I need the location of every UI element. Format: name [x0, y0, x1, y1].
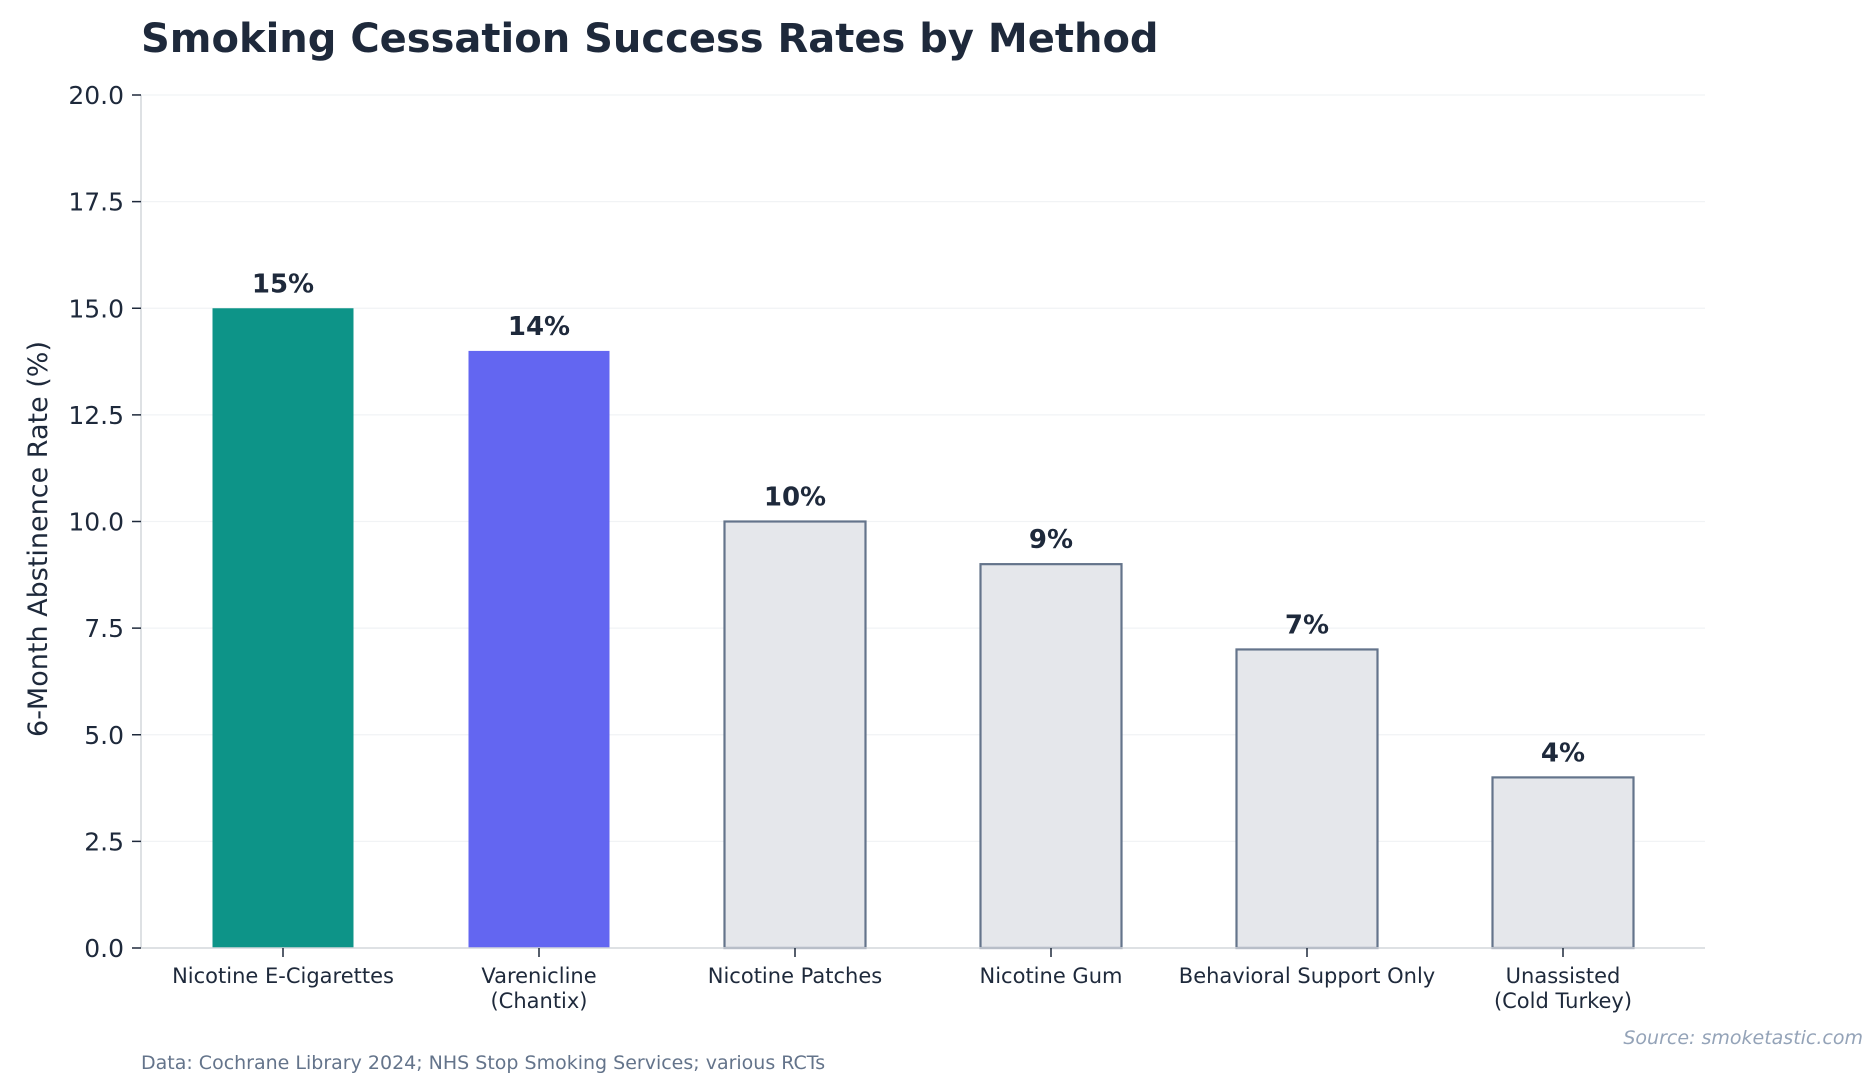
x-ticks: Nicotine E-Cigarettes Varenicline(Chantix… — [172, 948, 1632, 1013]
bar — [468, 350, 610, 948]
bar — [979, 563, 1123, 950]
source-credit: Source: smoketastic.com — [1623, 1027, 1863, 1049]
y-tick-label: 5.0 — [84, 721, 124, 750]
bar-value-label: 4% — [1541, 738, 1585, 768]
chart-title: Smoking Cessation Success Rates by Metho… — [141, 16, 1159, 62]
bar — [212, 308, 354, 948]
bar-value-label: 7% — [1285, 610, 1329, 640]
x-tick-label: Behavioral Support Only — [1179, 964, 1435, 988]
x-tick-label: Unassisted — [1506, 964, 1621, 988]
y-tick-label: 7.5 — [84, 614, 124, 643]
y-ticks: 0.0 2.5 5.0 7.5 10.0 12.5 15.0 17.5 20.0 — [68, 81, 141, 963]
bar — [723, 520, 867, 950]
x-tick-label: Varenicline — [481, 964, 596, 988]
x-tick-label: Nicotine Patches — [708, 964, 882, 988]
bar-value-label: 15% — [252, 269, 314, 299]
y-tick-label: 12.5 — [68, 401, 124, 430]
bar-value-label: 14% — [508, 312, 570, 342]
bar-value-label: 9% — [1029, 525, 1073, 555]
data-labels: 15% 14% 10% 9% 7% 4% — [252, 269, 1585, 768]
bar-value-label: 10% — [764, 483, 826, 513]
x-tick-label: (Chantix) — [490, 989, 587, 1013]
y-tick-label: 15.0 — [68, 294, 124, 323]
y-tick-label: 10.0 — [68, 508, 124, 537]
x-tick-label: Nicotine E-Cigarettes — [172, 964, 394, 988]
bars — [212, 308, 1635, 950]
y-axis-label: 6-Month Abstinence Rate (%) — [23, 341, 54, 737]
y-tick-label: 20.0 — [68, 81, 124, 110]
y-tick-label: 0.0 — [84, 934, 124, 963]
y-tick-label: 2.5 — [84, 827, 124, 856]
bar — [1491, 776, 1635, 950]
footnote: Data: Cochrane Library 2024; NHS Stop Sm… — [141, 1052, 825, 1074]
y-tick-label: 17.5 — [68, 188, 124, 217]
bar — [1235, 648, 1379, 950]
x-tick-label: Nicotine Gum — [980, 964, 1123, 988]
x-tick-label: (Cold Turkey) — [1494, 989, 1632, 1013]
gridlines — [141, 94, 1705, 842]
